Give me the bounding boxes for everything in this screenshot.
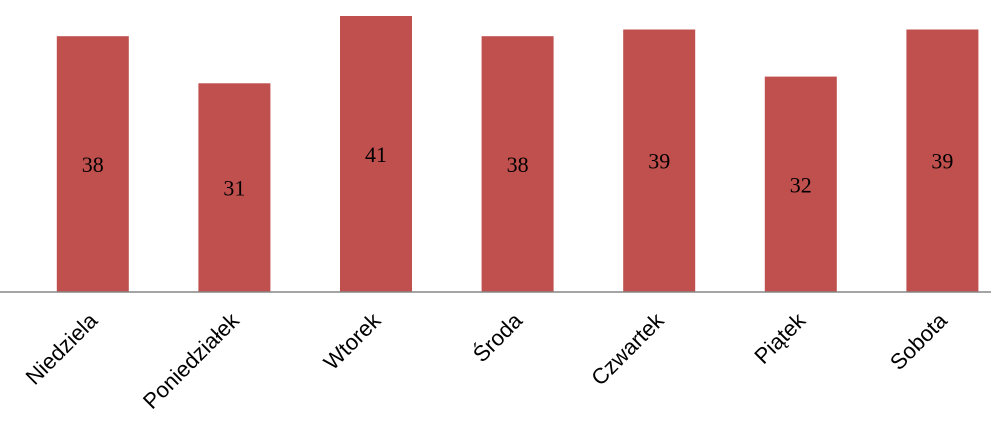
bar-value-label-7: 39 [931,149,953,174]
bar-value-label-4: 38 [507,152,529,177]
bars-layer [56,16,979,293]
bar-value-label-1: 38 [82,152,104,177]
bar-2 [198,83,271,292]
category-label-3: Wtorek [319,307,387,375]
bar-value-label-3: 41 [365,142,387,167]
bar-value-label-2: 31 [223,176,245,201]
bar-value-label-6: 32 [790,172,812,197]
category-label-6: Piątek [749,307,811,369]
category-label-1: Niedziela [21,307,103,389]
category-label-5: Czwartek [586,307,669,390]
category-label-7: Sobota [885,307,953,375]
bar-1 [56,36,129,293]
category-labels-layer: Niedziela Poniedziałek Wtorek Środa Czwartek… [21,307,953,414]
category-label-2: Poniedziałek [138,307,245,414]
bar-5 [623,29,696,292]
bar-value-label-5: 39 [648,149,670,174]
bar-7 [906,29,979,292]
bar-3 [340,16,412,292]
category-label-4: Środa [468,307,528,367]
value-labels-layer: 38 31 41 38 39 32 39 [82,142,954,201]
bar-4 [481,36,554,293]
bar-6 [764,76,837,292]
